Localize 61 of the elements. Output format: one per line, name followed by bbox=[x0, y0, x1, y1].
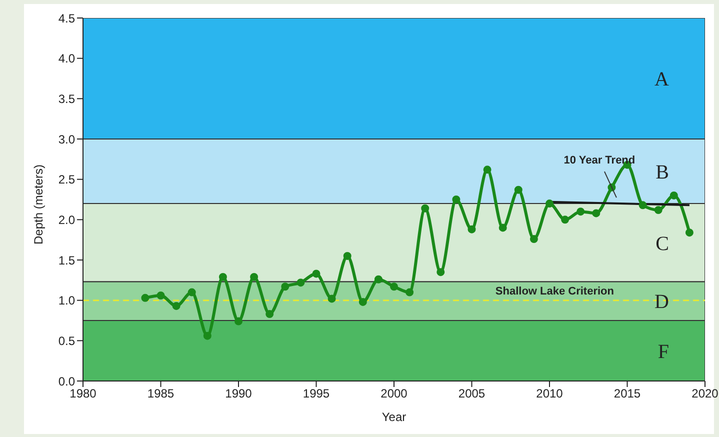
point bbox=[514, 186, 522, 194]
point bbox=[685, 228, 694, 237]
x-tick-label: 2015 bbox=[614, 386, 641, 401]
point bbox=[576, 208, 585, 216]
annotation: 10 Year Trend bbox=[564, 154, 636, 167]
point bbox=[436, 268, 445, 276]
point bbox=[670, 191, 678, 200]
y-tick-label: 2.5 bbox=[58, 172, 76, 187]
x-tick-label: 1990 bbox=[225, 386, 252, 401]
ref-line-label: Shallow Lake Criterion bbox=[495, 285, 614, 298]
band-label: B bbox=[656, 161, 669, 184]
point bbox=[592, 209, 600, 218]
point bbox=[188, 288, 196, 296]
x-tick-label: 2000 bbox=[380, 386, 408, 401]
x-axis-title: Year bbox=[382, 410, 406, 424]
point bbox=[156, 291, 165, 300]
y-tick-label: 3.0 bbox=[58, 132, 76, 146]
x-tick-label: 1995 bbox=[302, 386, 330, 401]
band-label: A bbox=[654, 68, 670, 91]
y-tick-label: 4.0 bbox=[58, 52, 76, 66]
y-tick-label: 4.5 bbox=[58, 11, 76, 26]
point bbox=[141, 294, 150, 302]
point bbox=[406, 288, 414, 296]
x-tick-label: 2010 bbox=[536, 386, 564, 401]
y-axis-title: Depth (meters) bbox=[31, 164, 46, 244]
point bbox=[468, 225, 476, 234]
point bbox=[498, 224, 507, 232]
point bbox=[561, 216, 570, 224]
x-tick-label: 1980 bbox=[70, 386, 97, 401]
x-tick-label: 2020 bbox=[692, 386, 719, 401]
point bbox=[296, 278, 305, 287]
y-tick-label: 1.5 bbox=[58, 253, 76, 268]
y-tick-label: 3.5 bbox=[58, 92, 76, 106]
point bbox=[374, 275, 382, 284]
y-tick-label: 0.0 bbox=[58, 374, 76, 388]
point bbox=[203, 332, 212, 340]
point bbox=[218, 272, 227, 281]
point bbox=[421, 204, 430, 212]
point bbox=[266, 310, 274, 318]
point bbox=[654, 206, 662, 214]
point bbox=[358, 298, 367, 306]
x-tick-label: 1985 bbox=[147, 386, 174, 401]
point bbox=[312, 270, 320, 278]
point bbox=[234, 317, 242, 326]
y-tick-label: 1.0 bbox=[58, 294, 76, 308]
point bbox=[530, 235, 538, 244]
point bbox=[328, 294, 336, 303]
point bbox=[546, 200, 554, 208]
point bbox=[452, 196, 460, 204]
point bbox=[483, 166, 492, 174]
point bbox=[250, 272, 258, 281]
point bbox=[172, 302, 180, 310]
y-tick-label: 2.0 bbox=[58, 212, 76, 227]
point bbox=[281, 282, 290, 291]
point bbox=[343, 252, 352, 260]
point bbox=[638, 201, 647, 210]
band-label: F bbox=[658, 340, 669, 363]
band-label: C bbox=[656, 232, 669, 255]
point bbox=[390, 282, 398, 291]
x-tick-label: 2005 bbox=[458, 386, 486, 401]
y-tick-label: 0.5 bbox=[58, 334, 76, 348]
